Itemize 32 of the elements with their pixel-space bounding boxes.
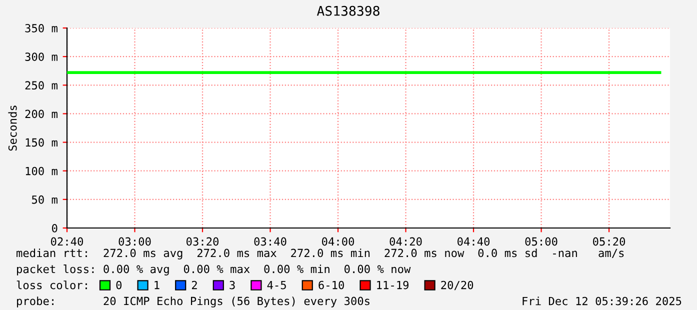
x-tick-label: 03:20 xyxy=(186,237,219,246)
y-tick-label: 350 m xyxy=(25,24,58,32)
legend-label: 6-10 xyxy=(318,280,344,290)
chart-title: AS138398 xyxy=(316,6,380,16)
y-tick-label: 0 xyxy=(52,224,58,232)
x-tick-label: 05:00 xyxy=(525,237,558,246)
legend-label: 0 xyxy=(116,280,122,290)
x-tick-label: 03:00 xyxy=(118,237,151,246)
x-tick-label: 04:20 xyxy=(390,237,422,246)
y-tick-label: 150 m xyxy=(26,138,58,147)
x-tick-label: 02:40 xyxy=(51,237,84,246)
legend-label: 20/20 xyxy=(441,280,474,290)
text: median rtt: 272.0 ms avg 272.0 ms max 272.0 ms min 272.0 ms now 0.0 ms sd -nan am/s xyxy=(16,248,624,260)
legend-label: 1 xyxy=(154,280,160,290)
text: packet loss: 0.00 % avg 0.00 % max 0.00 % min 0.00 % now xyxy=(17,264,411,276)
y-axis-title: Seconds xyxy=(8,106,17,151)
legend-label: 3 xyxy=(230,280,235,290)
y-tick-label: 300 m xyxy=(25,52,58,61)
legend-label: 4-5 xyxy=(267,280,286,290)
legend-label: 11-19 xyxy=(377,280,408,290)
y-tick-label: 50 m xyxy=(32,195,58,204)
y-tick-label: 100 m xyxy=(26,166,58,176)
text: probe: 20 ICMP Echo Pings (56 Bytes) every 300s xyxy=(17,296,370,308)
x-tick-label: 04:00 xyxy=(322,237,354,246)
x-tick-label: 05:20 xyxy=(593,237,626,246)
y-tick-label: 200 m xyxy=(25,110,58,118)
y-tick-label: 250 m xyxy=(25,81,58,90)
text: Fri Dec 12 05:39:26 2025 xyxy=(522,296,682,306)
legend-title: loss color: xyxy=(16,280,87,290)
x-tick-label: 04:40 xyxy=(458,237,490,246)
x-tick-label: 03:40 xyxy=(254,237,286,246)
legend-label: 2 xyxy=(192,280,197,290)
